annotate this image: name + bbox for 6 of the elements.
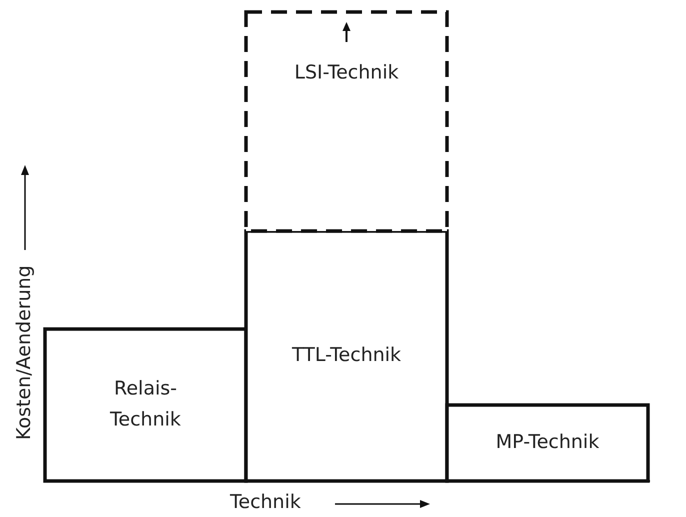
x-tick-label: MP-Technik [496, 431, 600, 454]
x-tick-label: Relais- Technik [109, 378, 181, 431]
y-axis-title: Kosten/Aenderung [13, 265, 36, 440]
x-tick-label: TTL-Technik [290, 344, 402, 366]
x-axis-title: Technik [229, 491, 301, 514]
legend-label: LSI-Technik [294, 62, 399, 84]
